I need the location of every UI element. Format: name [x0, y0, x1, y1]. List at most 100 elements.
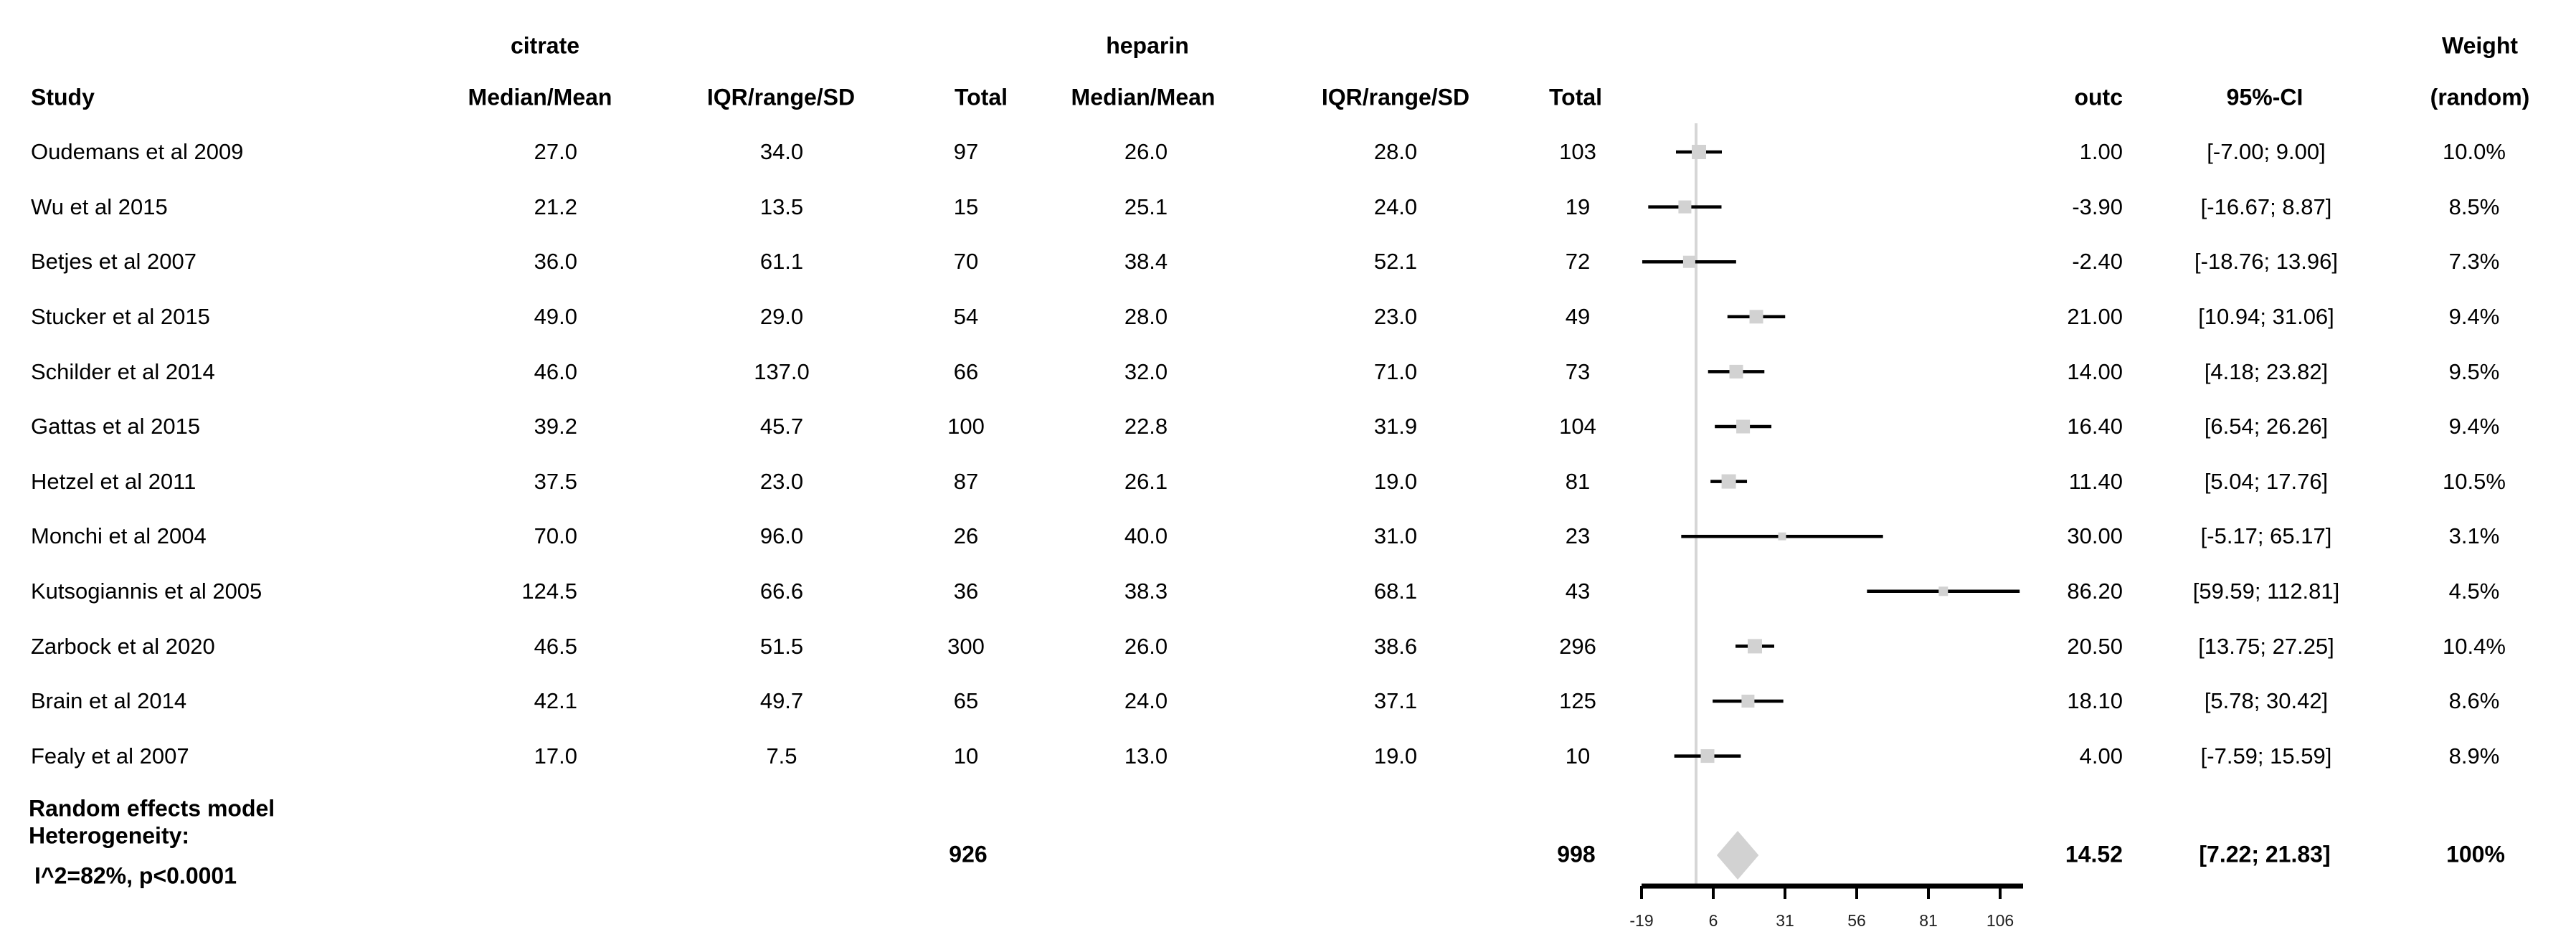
svg-text:106: 106 [1987, 911, 2014, 930]
column-header-citrate-total: Total [954, 84, 1008, 110]
study-name-cell: Stucker et al 2015 [31, 304, 210, 330]
heparin-iqr-cell: 68.1 [1373, 579, 1418, 604]
heparin-iqr-cell: 37.1 [1373, 688, 1418, 714]
summary-outcome: 14.52 [2065, 841, 2123, 867]
studies-table: Oudemans et al 2009 27.0 34.0 97 26.0 28… [0, 125, 2576, 784]
citrate-iqr-cell: 49.7 [759, 688, 804, 714]
column-header-ci: 95%-CI [2226, 84, 2303, 110]
weight-cell: 8.5% [2448, 194, 2500, 219]
ci-cell: [10.94; 31.06] [2198, 304, 2334, 330]
column-header-heparin-median-mean: Median/Mean [1071, 84, 1216, 110]
citrate-total-cell: 54 [953, 304, 979, 330]
weight-cell: 8.9% [2448, 743, 2500, 769]
citrate-median-mean-cell: 27.0 [534, 139, 577, 165]
citrate-total-cell: 26 [953, 523, 979, 549]
ci-cell: [4.18; 23.82] [2204, 358, 2329, 384]
study-name-cell: Gattas et al 2015 [31, 414, 201, 439]
citrate-median-mean-cell: 49.0 [534, 304, 577, 330]
heparin-total-cell: 104 [1559, 414, 1596, 439]
heparin-median-mean-cell: 25.1 [1124, 194, 1168, 219]
ci-cell: [-7.00; 9.00] [2207, 139, 2326, 165]
citrate-median-mean-cell: 37.5 [534, 468, 577, 494]
outcome-cell: -2.40 [2072, 249, 2123, 275]
column-header-citrate-median-mean: Median/Mean [468, 84, 612, 110]
ci-cell: [5.04; 17.76] [2204, 468, 2329, 494]
heparin-median-mean-cell: 38.4 [1124, 249, 1168, 275]
outcome-cell: 11.40 [2068, 468, 2123, 494]
citrate-total-cell: 100 [947, 414, 985, 439]
heterogeneity-label: Heterogeneity: [29, 822, 190, 849]
column-header-weight-random: (random) [2430, 84, 2530, 110]
heparin-iqr-cell: 52.1 [1373, 249, 1418, 275]
study-name-cell: Zarbock et al 2020 [31, 633, 215, 659]
weight-cell: 7.3% [2448, 249, 2500, 275]
citrate-total-cell: 87 [953, 468, 979, 494]
study-name-cell: Brain et al 2014 [31, 688, 187, 714]
citrate-iqr-cell: 137.0 [754, 358, 810, 384]
ci-cell: [5.78; 30.42] [2204, 688, 2329, 714]
weight-cell: 3.1% [2448, 523, 2500, 549]
citrate-iqr-cell: 7.5 [766, 743, 797, 769]
heparin-total-cell: 296 [1559, 633, 1596, 659]
ci-cell: [-18.76; 13.96] [2194, 249, 2338, 275]
study-name-cell: Betjes et al 2007 [31, 249, 196, 275]
column-header-study: Study [31, 84, 95, 110]
heterogeneity-stats: I^2=82%, p<0.0001 [34, 862, 237, 889]
svg-text:81: 81 [1919, 911, 1938, 930]
heparin-median-mean-cell: 32.0 [1124, 358, 1168, 384]
outcome-cell: -3.90 [2072, 194, 2123, 219]
citrate-iqr-cell: 13.5 [759, 194, 804, 219]
citrate-iqr-cell: 29.0 [759, 304, 804, 330]
outcome-cell: 18.10 [2067, 688, 2123, 714]
heparin-median-mean-cell: 26.1 [1124, 468, 1168, 494]
column-header-heparin-iqr: IQR/range/SD [1321, 84, 1470, 110]
citrate-median-mean-cell: 46.0 [534, 358, 577, 384]
outcome-cell: 1.00 [2079, 139, 2123, 165]
study-name-cell: Monchi et al 2004 [31, 523, 207, 549]
heparin-iqr-cell: 31.0 [1373, 523, 1418, 549]
weight-cell: 10.0% [2443, 139, 2506, 165]
heparin-iqr-cell: 19.0 [1373, 468, 1418, 494]
citrate-median-mean-cell: 36.0 [534, 249, 577, 275]
citrate-total-cell: 65 [953, 688, 979, 714]
svg-text:31: 31 [1776, 911, 1794, 930]
heparin-total-cell: 81 [1565, 468, 1591, 494]
citrate-total-cell: 15 [953, 194, 979, 219]
heparin-total-cell: 49 [1565, 304, 1591, 330]
study-name-cell: Hetzel et al 2011 [31, 468, 196, 494]
heparin-total-cell: 23 [1565, 523, 1591, 549]
ci-cell: [59.59; 112.81] [2192, 579, 2340, 604]
column-header-weight: Weight [2441, 32, 2519, 59]
heparin-median-mean-cell: 22.8 [1124, 414, 1168, 439]
outcome-cell: 86.20 [2067, 579, 2123, 604]
column-header-outc: outc [2074, 84, 2123, 110]
citrate-median-mean-cell: 17.0 [534, 743, 577, 769]
outcome-cell: 14.00 [2067, 358, 2123, 384]
study-name-cell: Schilder et al 2014 [31, 358, 215, 384]
outcome-cell: 20.50 [2067, 633, 2123, 659]
svg-text:6: 6 [1709, 911, 1718, 930]
citrate-iqr-cell: 51.5 [759, 633, 804, 659]
weight-cell: 10.5% [2443, 468, 2506, 494]
column-header-citrate-iqr: IQR/range/SD [706, 84, 856, 110]
ci-cell: [13.75; 27.25] [2198, 633, 2334, 659]
heparin-iqr-cell: 31.9 [1373, 414, 1418, 439]
heparin-median-mean-cell: 26.0 [1124, 633, 1168, 659]
weight-cell: 9.4% [2448, 414, 2500, 439]
citrate-median-mean-cell: 42.1 [534, 688, 577, 714]
weight-cell: 9.5% [2448, 358, 2500, 384]
citrate-median-mean-cell: 70.0 [534, 523, 577, 549]
citrate-iqr-cell: 45.7 [759, 414, 804, 439]
heparin-median-mean-cell: 28.0 [1124, 304, 1168, 330]
heparin-total-cell: 43 [1565, 579, 1591, 604]
heparin-iqr-cell: 24.0 [1373, 194, 1418, 219]
weight-cell: 4.5% [2448, 579, 2500, 604]
random-effects-model-label: Random effects model [29, 795, 275, 822]
group-header-heparin: heparin [1106, 32, 1189, 59]
group-header-citrate: citrate [510, 32, 580, 59]
heparin-median-mean-cell: 26.0 [1124, 139, 1168, 165]
citrate-median-mean-cell: 124.5 [521, 579, 577, 604]
heparin-total-cell: 72 [1565, 249, 1591, 275]
svg-text:-19: -19 [1629, 911, 1653, 930]
heparin-total-cell: 19 [1565, 194, 1591, 219]
